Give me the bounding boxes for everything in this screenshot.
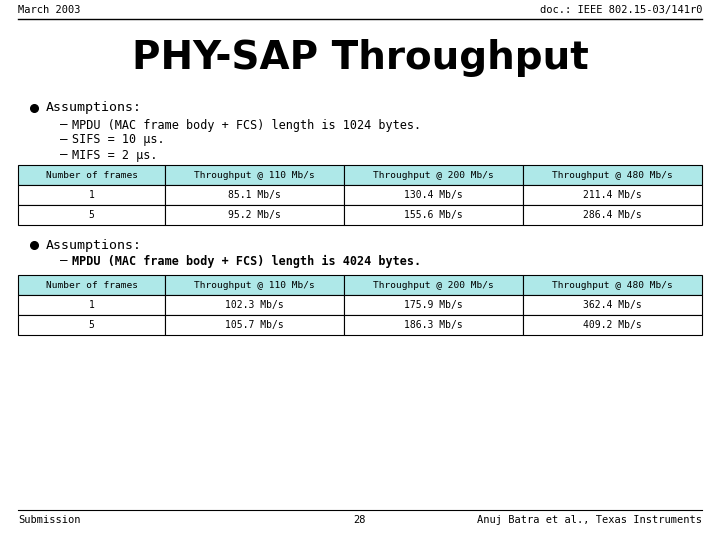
Text: doc.: IEEE 802.15-03/141r0: doc.: IEEE 802.15-03/141r0	[539, 5, 702, 15]
Text: March 2003: March 2003	[18, 5, 81, 15]
Text: 155.6 Mb/s: 155.6 Mb/s	[405, 210, 463, 220]
Text: 5: 5	[89, 320, 94, 330]
Bar	[523, 205, 702, 225]
Text: 102.3 Mb/s: 102.3 Mb/s	[225, 300, 284, 310]
Text: –: –	[60, 133, 68, 146]
Bar	[344, 275, 523, 295]
Bar	[165, 165, 344, 185]
Text: 175.9 Mb/s: 175.9 Mb/s	[405, 300, 463, 310]
Text: 1: 1	[89, 190, 94, 200]
Text: 286.4 Mb/s: 286.4 Mb/s	[583, 210, 642, 220]
Text: Throughput @ 110 Mb/s: Throughput @ 110 Mb/s	[194, 280, 315, 289]
Text: Throughput @ 480 Mb/s: Throughput @ 480 Mb/s	[552, 280, 673, 289]
Text: Assumptions:: Assumptions:	[46, 102, 142, 114]
Text: 28: 28	[354, 515, 366, 525]
Bar	[344, 295, 523, 315]
Bar	[18, 185, 165, 205]
Text: 211.4 Mb/s: 211.4 Mb/s	[583, 190, 642, 200]
Text: 186.3 Mb/s: 186.3 Mb/s	[405, 320, 463, 330]
Bar	[344, 205, 523, 225]
Text: 95.2 Mb/s: 95.2 Mb/s	[228, 210, 281, 220]
Text: MPDU (MAC frame body + FCS) length is 1024 bytes.: MPDU (MAC frame body + FCS) length is 10…	[72, 118, 421, 132]
Text: Throughput @ 480 Mb/s: Throughput @ 480 Mb/s	[552, 171, 673, 179]
Text: –: –	[60, 118, 68, 132]
Bar	[18, 165, 165, 185]
Text: 409.2 Mb/s: 409.2 Mb/s	[583, 320, 642, 330]
Bar	[523, 275, 702, 295]
Bar	[523, 165, 702, 185]
Text: 105.7 Mb/s: 105.7 Mb/s	[225, 320, 284, 330]
Bar	[165, 185, 344, 205]
Text: Throughput @ 200 Mb/s: Throughput @ 200 Mb/s	[374, 280, 494, 289]
Text: Throughput @ 110 Mb/s: Throughput @ 110 Mb/s	[194, 171, 315, 179]
Text: Throughput @ 200 Mb/s: Throughput @ 200 Mb/s	[374, 171, 494, 179]
Text: Assumptions:: Assumptions:	[46, 239, 142, 252]
Bar	[523, 315, 702, 335]
Text: –: –	[60, 148, 68, 161]
Text: Number of frames: Number of frames	[45, 171, 138, 179]
Bar	[165, 315, 344, 335]
Bar	[165, 275, 344, 295]
Bar	[165, 205, 344, 225]
Text: Anuj Batra et al., Texas Instruments: Anuj Batra et al., Texas Instruments	[477, 515, 702, 525]
Bar	[18, 315, 165, 335]
Text: Submission: Submission	[18, 515, 81, 525]
Bar	[18, 205, 165, 225]
Bar	[18, 275, 165, 295]
Text: PHY-SAP Throughput: PHY-SAP Throughput	[132, 39, 588, 77]
Text: 1: 1	[89, 300, 94, 310]
Text: SIFS = 10 μs.: SIFS = 10 μs.	[72, 133, 165, 146]
Text: 85.1 Mb/s: 85.1 Mb/s	[228, 190, 281, 200]
Text: 5: 5	[89, 210, 94, 220]
Bar	[523, 185, 702, 205]
Text: Number of frames: Number of frames	[45, 280, 138, 289]
Bar	[18, 295, 165, 315]
Bar	[344, 185, 523, 205]
Bar	[344, 165, 523, 185]
Text: 130.4 Mb/s: 130.4 Mb/s	[405, 190, 463, 200]
Bar	[523, 295, 702, 315]
Bar	[344, 315, 523, 335]
Text: MIFS = 2 μs.: MIFS = 2 μs.	[72, 148, 158, 161]
Text: MPDU (MAC frame body + FCS) length is 4024 bytes.: MPDU (MAC frame body + FCS) length is 40…	[72, 254, 421, 267]
Text: 362.4 Mb/s: 362.4 Mb/s	[583, 300, 642, 310]
Text: –: –	[60, 254, 68, 267]
Bar	[165, 295, 344, 315]
